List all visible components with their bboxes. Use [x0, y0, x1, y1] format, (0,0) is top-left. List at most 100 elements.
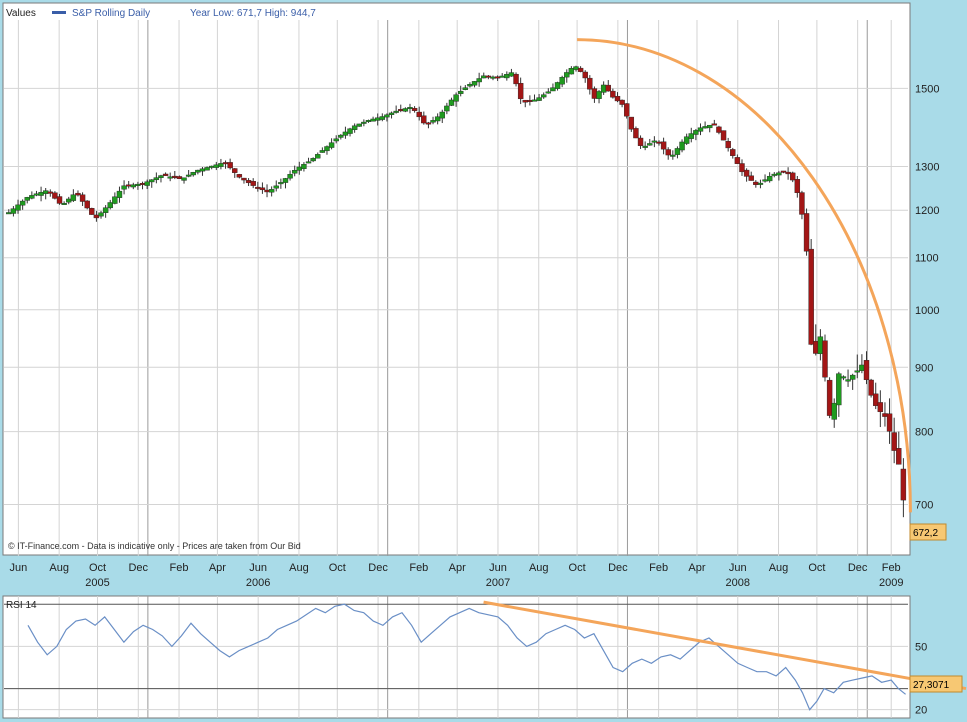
candle-series: [6, 65, 907, 518]
candle-down: [411, 107, 418, 111]
candle-up: [278, 182, 284, 185]
candle-up: [849, 374, 856, 380]
year-tick-label: 2008: [726, 577, 750, 589]
candle-down: [52, 192, 58, 199]
candle-up: [24, 197, 30, 201]
candle-down: [725, 141, 731, 149]
candle-down: [656, 141, 662, 144]
candle-up: [693, 130, 699, 135]
month-tick-label: Aug: [769, 562, 789, 574]
candle-down: [75, 192, 81, 196]
candle-up: [859, 364, 865, 371]
candle-up: [596, 91, 602, 99]
month-tick-label: Jun: [729, 562, 747, 574]
price-tick-label: 1300: [915, 161, 939, 173]
candle-up: [554, 82, 561, 89]
candle-up: [158, 175, 164, 178]
candle-up: [707, 124, 713, 129]
candle-down: [89, 208, 95, 215]
candle-up: [499, 75, 505, 78]
candle-up: [185, 174, 192, 177]
candle-up: [218, 163, 224, 167]
candle-up: [817, 336, 824, 355]
candle-up: [296, 166, 303, 171]
rsi-trend-line-stroke: [483, 600, 967, 691]
candle-up: [388, 112, 395, 115]
month-tick-label: Jun: [249, 562, 267, 574]
price-chart: 700 800 900 1000 1100 1200 1300 1500 Jun Aug Oct D…: [2, 2, 947, 592]
price-y-axis: 700 800 900 1000 1100 1200 1300 1500: [915, 83, 939, 511]
candle-down: [822, 340, 828, 378]
candle-up: [6, 212, 12, 215]
candle-up: [550, 87, 556, 92]
candle-up: [453, 94, 459, 102]
candle-up: [181, 177, 187, 181]
price-tick-label: 800: [915, 427, 933, 439]
candle-down: [517, 83, 524, 100]
candle-down: [587, 77, 593, 90]
rsi-series: [27, 603, 906, 711]
price-tick-label: 900: [915, 362, 933, 374]
rsi-title: RSI 14: [6, 600, 37, 611]
candle-up: [573, 66, 579, 70]
month-tick-label: Dec: [608, 562, 628, 574]
candle-up: [444, 105, 450, 112]
candle-down: [614, 95, 621, 102]
candle-up: [679, 141, 685, 151]
candle-up: [338, 134, 344, 138]
candle-up: [559, 77, 565, 85]
candle-up: [130, 184, 137, 188]
candle-up: [481, 75, 487, 79]
candle-down: [236, 174, 243, 178]
candle-up: [467, 84, 473, 87]
candle-down: [748, 175, 754, 181]
candle-up: [776, 172, 782, 176]
candle-up: [370, 118, 376, 122]
candle-down: [868, 379, 874, 396]
rsi-grid: [4, 596, 908, 718]
candle-down: [56, 196, 63, 204]
candle-up: [402, 108, 409, 112]
candle-down: [780, 170, 787, 173]
candle-up: [670, 154, 676, 157]
candle-down: [425, 122, 432, 125]
date-x-axis: Jun Aug Oct Dec Feb Apr Jun Aug Oct Dec Feb Apr Jun A…: [3, 556, 910, 592]
price-tick-label: 700: [915, 500, 933, 512]
candle-up: [199, 168, 206, 172]
candle-down: [743, 169, 750, 177]
candle-up: [135, 183, 141, 186]
candle-up: [112, 196, 118, 204]
series-marker-icon: [52, 11, 66, 14]
candle-up: [315, 154, 321, 159]
month-tick-label: Feb: [409, 562, 428, 574]
candle-up: [430, 120, 436, 123]
candle-up: [766, 175, 773, 182]
candle-down: [739, 163, 745, 173]
candle-up: [762, 179, 768, 182]
candle-down: [421, 115, 427, 124]
trend-arc: [577, 38, 912, 513]
candle-down: [730, 149, 736, 156]
candle-down: [891, 432, 897, 451]
price-grid: [4, 20, 908, 556]
candle-up: [836, 373, 842, 406]
price-tick-label: 1100: [915, 253, 939, 265]
candle-down: [790, 172, 796, 181]
month-tick-label: Oct: [329, 562, 346, 574]
x-axis-band: [3, 556, 910, 592]
candle-down: [241, 177, 247, 181]
candle-up: [854, 370, 860, 373]
month-tick-label: Feb: [649, 562, 668, 574]
candle-up: [564, 72, 570, 78]
candle-up: [98, 212, 104, 217]
candle-up: [361, 121, 367, 124]
month-tick-label: Apr: [688, 562, 705, 574]
candle-down: [799, 192, 805, 215]
candle-up: [15, 204, 21, 211]
candle-up: [204, 167, 210, 171]
candle-up: [149, 179, 155, 183]
candle-down: [522, 99, 528, 103]
candle-up: [508, 72, 515, 77]
candle-down: [591, 88, 598, 99]
candle-down: [227, 162, 233, 169]
